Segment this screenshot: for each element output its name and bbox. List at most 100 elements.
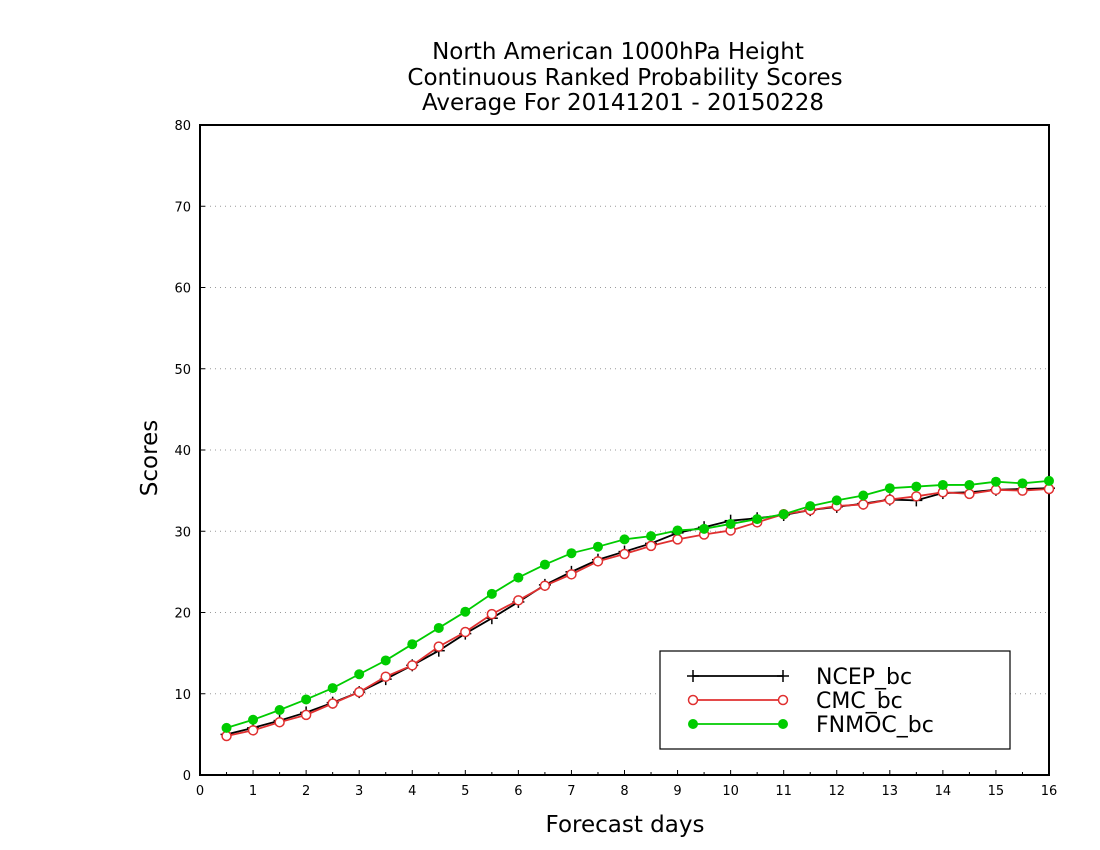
x-tick-label-2: 2 [302,784,310,799]
data-point-fnmoc-bc-27 [937,479,948,490]
x-tick-label-9: 9 [673,784,681,799]
data-point-cmc-bc-3 [300,709,312,721]
data-point-cmc-bc-8 [433,641,445,652]
x-axis-label: Forecast days [546,812,705,838]
data-point-cmc-bc-12 [539,580,551,591]
data-point-fnmoc-bc-14 [592,541,603,552]
data-point-cmc-bc-6 [380,671,391,682]
data-point-fnmoc-bc-21 [778,509,789,520]
y-tick-label-30: 30 [174,525,191,540]
x-tick-label-0: 0 [196,784,204,799]
chart-title-line-3: Average For 20141201 - 20150228 [422,90,824,116]
data-point-fnmoc-bc-10 [486,588,497,599]
legend-item-ncep-bc: NCEP_bc [687,665,912,690]
data-point-fnmoc-bc-5 [354,669,365,680]
legend-marker-start-cmc-bc [687,694,699,706]
legend-marker-end-ncep-bc [777,670,789,682]
data-point-fnmoc-bc-17 [672,525,683,536]
data-point-fnmoc-bc-3 [301,694,312,705]
data-point-fnmoc-bc-28 [964,479,975,490]
y-tick-label-80: 80 [174,119,191,134]
legend-label-fnmoc-bc: FNMOC_bc [816,713,934,738]
data-point-fnmoc-bc-0 [221,722,232,733]
data-point-fnmoc-bc-24 [858,490,869,501]
y-tick-label-20: 20 [174,607,191,622]
series-layer [220,475,1055,742]
data-point-cmc-bc-11 [513,595,524,606]
data-point-cmc-bc-14 [592,556,604,567]
y-tick-label-70: 70 [174,200,191,215]
data-point-fnmoc-bc-4 [327,683,338,694]
data-point-cmc-bc-26 [911,491,922,502]
x-tick-label-7: 7 [567,784,575,799]
legend-item-cmc-bc: CMC_bc [687,689,903,714]
y-axis-label: Scores [137,420,163,496]
data-point-cmc-bc-10 [486,608,498,620]
data-point-fnmoc-bc-13 [566,548,577,559]
x-tick-label-6: 6 [514,784,522,799]
legend-marker-start-ncep-bc [687,670,699,682]
x-tick-label-3: 3 [355,784,363,799]
data-point-cmc-bc-5 [353,686,365,698]
x-tick-label-13: 13 [882,784,899,799]
data-point-cmc-bc-16 [645,540,657,552]
x-tick-label-15: 15 [988,784,1005,799]
data-point-fnmoc-bc-7 [407,639,418,650]
legend-marker-end-cmc-bc [777,694,789,706]
data-point-fnmoc-bc-8 [433,622,444,633]
x-tick-label-14: 14 [935,784,952,799]
legend-marker-end-fnmoc-bc [778,719,788,729]
data-point-fnmoc-bc-9 [460,606,471,617]
data-point-cmc-bc-9 [460,626,471,638]
data-point-cmc-bc-7 [407,660,418,671]
data-point-fnmoc-bc-29 [990,476,1001,487]
data-point-fnmoc-bc-19 [725,518,736,529]
data-point-cmc-bc-13 [566,569,577,580]
data-point-fnmoc-bc-20 [752,514,763,525]
data-point-fnmoc-bc-11 [513,572,524,583]
data-point-fnmoc-bc-12 [539,559,550,570]
y-tick-label-60: 60 [174,282,191,297]
series-fnmoc-bc [221,475,1054,733]
y-tick-label-10: 10 [174,688,191,703]
data-point-cmc-bc-2 [274,716,285,728]
legend-item-fnmoc-bc: FNMOC_bc [688,713,934,738]
legend-label-ncep-bc: NCEP_bc [816,665,912,690]
chart-title-line-2: Continuous Ranked Probability Scores [407,65,842,91]
x-tick-label-5: 5 [461,784,469,799]
x-tick-label-16: 16 [1041,784,1058,799]
x-tick-label-11: 11 [775,784,792,799]
gridlines [200,205,1049,695]
y-tick-label-50: 50 [174,363,191,378]
legend-marker-start-fnmoc-bc [688,719,698,729]
data-point-fnmoc-bc-6 [380,655,391,666]
data-point-cmc-bc-4 [327,698,338,709]
data-point-cmc-bc-15 [619,548,630,560]
data-point-fnmoc-bc-26 [911,481,922,492]
x-tick-label-10: 10 [722,784,739,799]
data-point-cmc-bc-28 [964,488,975,500]
chart-title: North American 1000hPa Height Continuous… [407,39,842,116]
data-point-fnmoc-bc-22 [805,501,816,512]
data-point-fnmoc-bc-31 [1044,475,1054,486]
data-point-fnmoc-bc-16 [646,531,657,542]
x-tick-label-12: 12 [828,784,845,799]
chart-title-line-1: North American 1000hPa Height [432,39,804,65]
x-tick-label-1: 1 [249,784,257,799]
data-point-cmc-bc-24 [858,499,869,510]
data-point-fnmoc-bc-15 [619,534,630,545]
data-point-fnmoc-bc-25 [884,483,895,494]
data-point-fnmoc-bc-23 [831,495,842,506]
data-point-fnmoc-bc-1 [248,714,259,725]
data-point-fnmoc-bc-30 [1017,478,1028,489]
y-tick-label-0: 0 [183,769,191,784]
data-point-fnmoc-bc-18 [699,523,710,534]
axes: 0 1 2 3 4 5 6 7 8 9 10 11 12 13 14 15 160102030405060708… [174,119,1057,799]
y-tick-label-40: 40 [174,444,191,459]
data-point-cmc-bc-1 [247,725,259,736]
data-point-cmc-bc-25 [884,494,896,505]
data-point-fnmoc-bc-2 [274,705,285,715]
data-point-cmc-bc-17 [672,534,683,545]
